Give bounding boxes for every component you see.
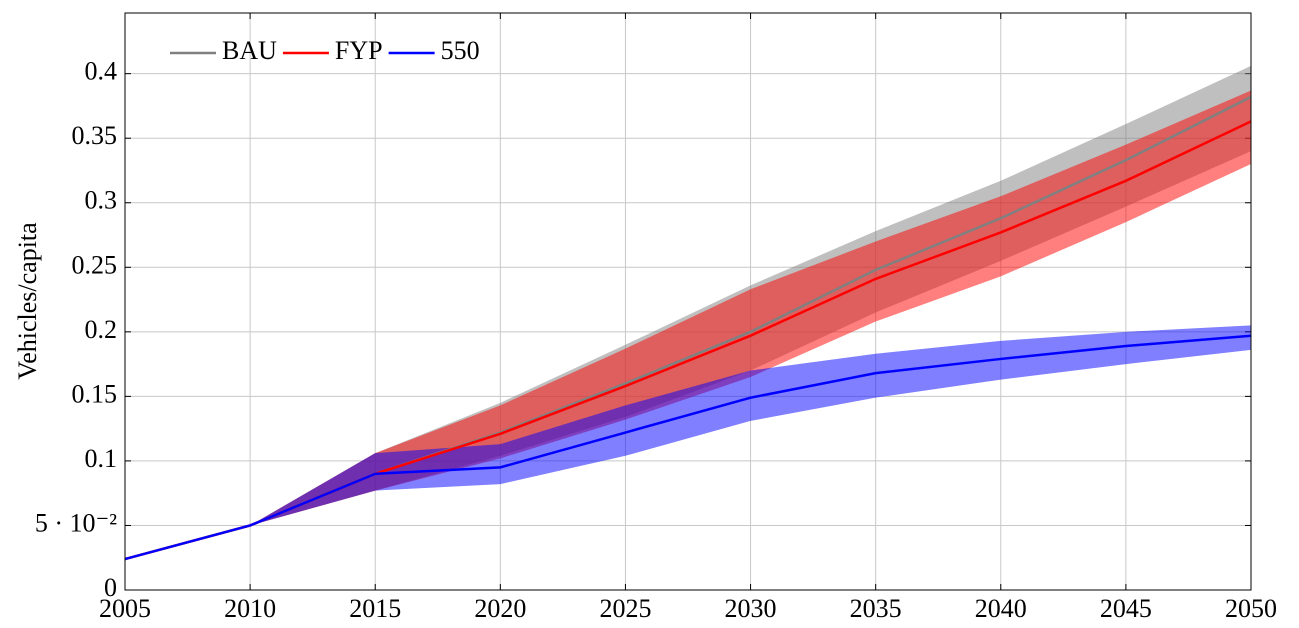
legend-label: FYP bbox=[335, 36, 383, 65]
y-tick-label: 0.1 bbox=[85, 444, 118, 473]
x-tick-label: 2025 bbox=[599, 594, 651, 623]
legend-label: 550 bbox=[441, 36, 480, 65]
x-tick-label: 2015 bbox=[349, 594, 401, 623]
x-tick-label: 2040 bbox=[975, 594, 1027, 623]
y-tick-label: 0.25 bbox=[72, 250, 118, 279]
x-tick-label: 2010 bbox=[224, 594, 276, 623]
y-tick-label: 0.2 bbox=[85, 315, 118, 344]
x-tick-label: 2050 bbox=[1225, 594, 1277, 623]
x-tick-label: 2035 bbox=[850, 594, 902, 623]
band bbox=[125, 90, 1251, 560]
legend-label: BAU bbox=[222, 36, 277, 65]
x-tick-label: 2045 bbox=[1100, 594, 1152, 623]
y-tick-label: 0.3 bbox=[85, 186, 118, 215]
y-tick-label: 0.15 bbox=[72, 379, 118, 408]
band bbox=[125, 325, 1251, 560]
line bbox=[124, 334, 1252, 561]
y-tick-label: 0.4 bbox=[85, 57, 118, 86]
y-tick-label: 0 bbox=[104, 573, 117, 602]
x-tick-label: 2005 bbox=[99, 594, 151, 623]
x-tick-label: 2030 bbox=[725, 594, 777, 623]
y-tick-label: 0.35 bbox=[72, 121, 118, 150]
y-tick-label: 5 · 10⁻² bbox=[35, 508, 117, 537]
x-tick-label: 2020 bbox=[474, 594, 526, 623]
legend: BAU FYP 550 bbox=[170, 36, 480, 65]
plot-frame bbox=[124, 12, 1252, 591]
y-axis-label: Vehicles/capita bbox=[13, 222, 42, 380]
band bbox=[125, 65, 1251, 560]
